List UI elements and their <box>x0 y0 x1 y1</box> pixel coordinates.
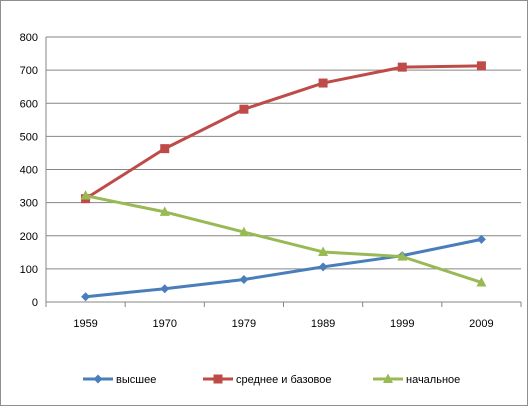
y-tick-label: 600 <box>20 98 38 110</box>
data-point <box>476 276 487 287</box>
series-line <box>84 64 482 200</box>
x-axis-tick-labels: 1959 1970 1979 1989 1999 2009 <box>73 318 493 330</box>
series-line <box>85 237 482 299</box>
y-tick-label: 300 <box>20 198 38 210</box>
legend-item: высшее <box>83 374 156 386</box>
series-line <box>85 194 482 284</box>
data-point <box>160 144 170 154</box>
y-tick-label: 400 <box>20 165 38 177</box>
x-tick-label: 1970 <box>153 318 177 330</box>
data-point <box>160 284 170 294</box>
gridlines <box>46 36 521 270</box>
legend-item: среднее и базовое <box>203 374 332 386</box>
series-1 <box>81 234 486 302</box>
data-point <box>476 61 486 71</box>
legend-label: начальное <box>406 374 460 386</box>
x-tick-label: 1989 <box>311 318 335 330</box>
data-point <box>81 292 91 302</box>
data-point <box>318 78 328 88</box>
x-tick-label: 1959 <box>73 318 97 330</box>
data-point <box>239 104 249 114</box>
x-tick-label: 1999 <box>390 318 414 330</box>
y-tick-label: 100 <box>20 264 38 276</box>
y-tick-label: 800 <box>20 32 38 44</box>
data-point <box>80 190 91 200</box>
legend-marker <box>93 374 103 384</box>
x-tick-label: 2009 <box>469 318 493 330</box>
series-group <box>80 61 487 302</box>
y-tick-label: 500 <box>20 131 38 143</box>
data-point <box>159 206 170 216</box>
legend-item: начальное <box>373 373 460 386</box>
legend-marker <box>383 373 393 383</box>
legend-label: среднее и базовое <box>236 374 332 386</box>
y-tick-label: 200 <box>20 231 38 243</box>
x-tick-label: 1979 <box>232 318 256 330</box>
data-point <box>239 274 249 284</box>
y-axis-tick-labels: 0 100 200 300 400 500 600 700 800 <box>20 32 38 309</box>
data-point <box>476 234 486 244</box>
y-tick-label: 0 <box>32 297 38 309</box>
data-point <box>397 62 407 72</box>
data-point <box>318 262 328 272</box>
axes <box>45 37 522 307</box>
data-point <box>397 251 408 261</box>
legend: высшее среднее и базовое начальное <box>83 373 460 386</box>
series-2 <box>81 61 486 204</box>
series-3 <box>80 190 487 287</box>
data-point <box>238 226 249 237</box>
legend-label: высшее <box>116 374 156 386</box>
legend-marker <box>213 374 223 384</box>
y-tick-label: 700 <box>20 65 38 77</box>
data-point <box>318 246 329 256</box>
